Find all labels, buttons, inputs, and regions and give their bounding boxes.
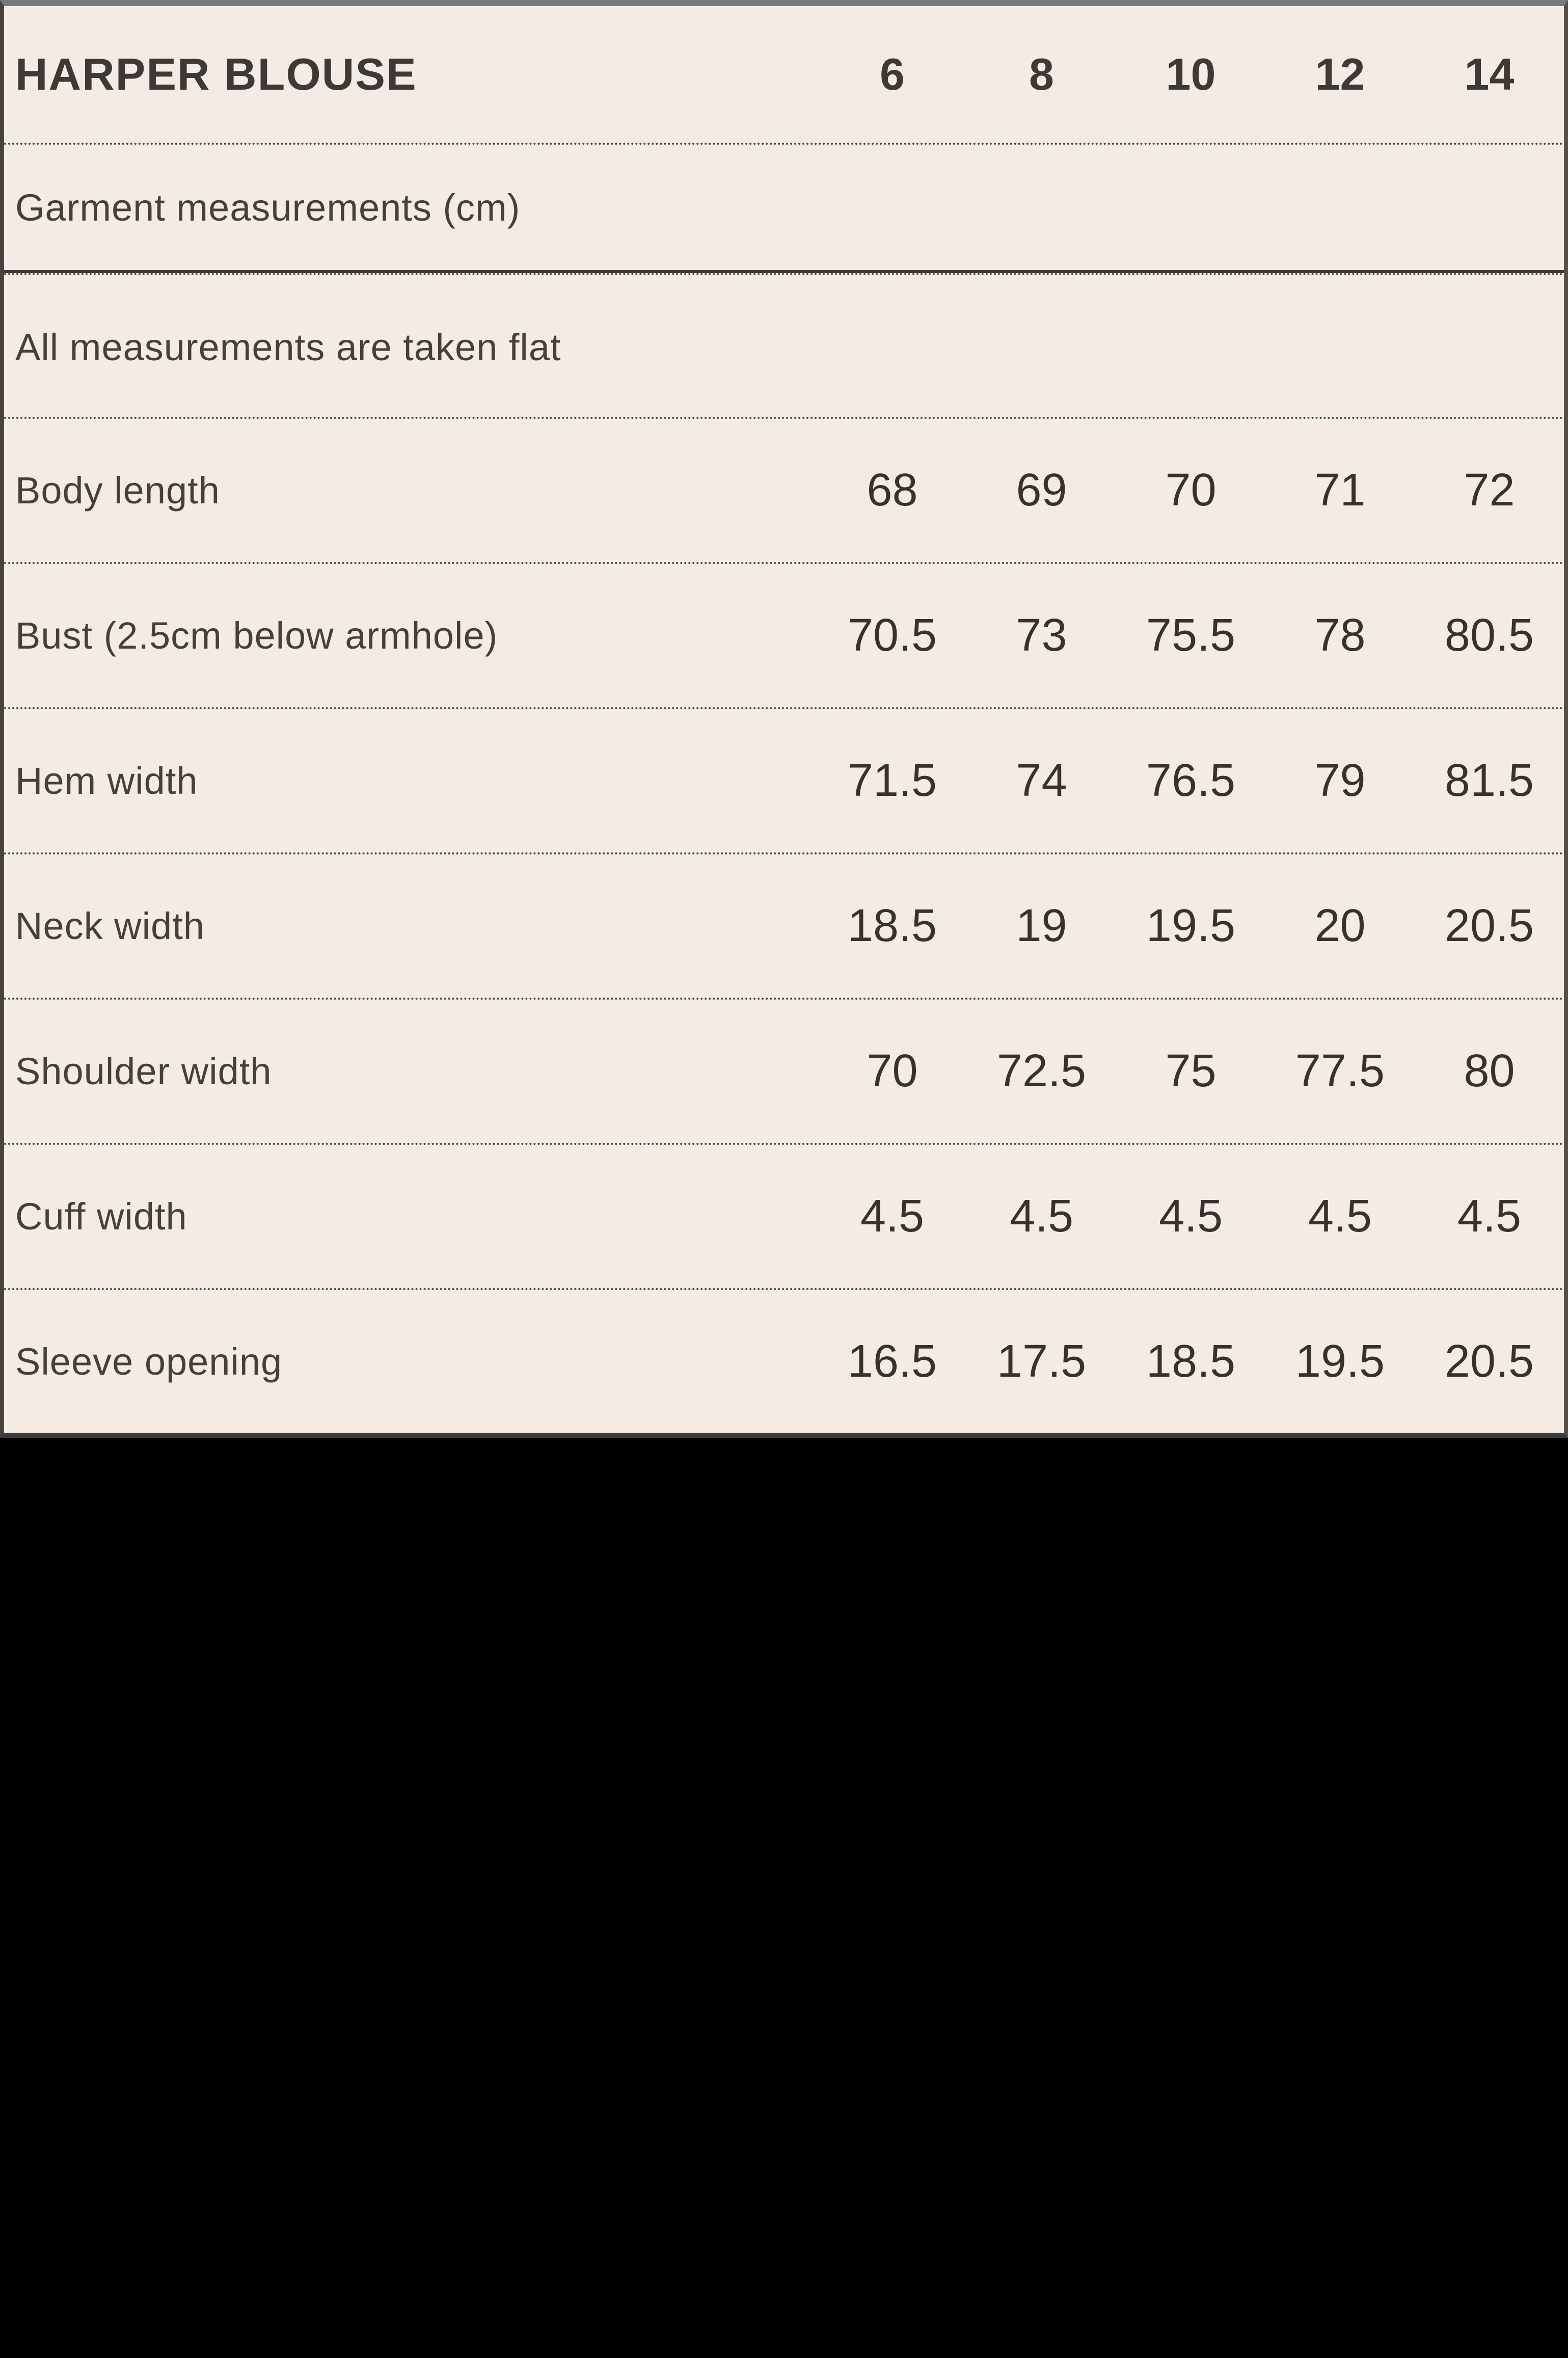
measurement-value: 80 [1464,1046,1515,1096]
measurement-label: Sleeve opening [15,1340,283,1383]
section-divider [4,273,1564,277]
measurement-value: 73 [1016,610,1067,661]
size-column-header: 12 [1315,49,1365,99]
measurement-value: 17.5 [996,1335,1087,1387]
measurement-value: 18.5 [847,900,937,951]
measurement-value: 69 [1016,465,1067,516]
table-row: Shoulder width 70 72.5 75 77.5 80 [4,1000,1564,1145]
measurement-value: 20 [1314,900,1366,951]
measurement-value: 4.5 [1308,1191,1372,1242]
measurement-value: 19.5 [1146,900,1236,951]
measurement-value: 20.5 [1444,1335,1534,1387]
measurement-label: Cuff width [15,1195,187,1238]
measurement-value: 75 [1165,1046,1216,1096]
size-column-header: 8 [1029,49,1054,99]
measurement-value: 19 [1016,900,1067,951]
measurement-label: Bust (2.5cm below armhole) [15,614,498,657]
measurement-label: Hem width [15,760,198,802]
table-row: Neck width 18.5 19 19.5 20 20.5 [4,854,1564,1000]
measurement-value: 4.5 [1009,1191,1074,1242]
note-text: Garment measurements (cm) [15,186,521,229]
table-row: Bust (2.5cm below armhole) 70.5 73 75.5 … [4,564,1564,709]
note-row-garment-measurements: Garment measurements (cm) [4,145,1564,273]
measurement-value: 19.5 [1295,1335,1385,1387]
measurement-value: 78 [1314,610,1366,661]
measurement-value: 75.5 [1146,610,1236,661]
size-column-header: 6 [880,49,905,99]
note-text: All measurements are taken flat [15,326,561,368]
measurement-value: 72.5 [996,1046,1087,1096]
measurement-value: 70 [867,1046,918,1096]
size-chart-table: HARPER BLOUSE 6 8 10 12 14 Garment measu… [0,0,1568,1438]
measurement-value: 4.5 [860,1191,925,1242]
measurement-value: 81.5 [1444,755,1534,806]
measurement-value: 4.5 [1158,1191,1223,1242]
measurement-value: 20.5 [1444,900,1534,951]
measurement-value: 74 [1016,755,1067,806]
table-row: Hem width 71.5 74 76.5 79 81.5 [4,709,1564,854]
table-header-row: HARPER BLOUSE 6 8 10 12 14 [4,6,1564,145]
measurement-value: 70.5 [847,610,937,661]
measurement-label: Shoulder width [15,1050,272,1092]
table-row: Sleeve opening 16.5 17.5 18.5 19.5 20.5 [4,1290,1564,1433]
measurement-value: 16.5 [847,1335,937,1387]
note-row-taken-flat: All measurements are taken flat [4,277,1564,419]
product-title: HARPER BLOUSE [15,49,417,99]
table-row: Body length 68 69 70 71 72 [4,419,1564,564]
measurement-value: 4.5 [1457,1191,1522,1242]
size-column-header: 14 [1464,49,1515,99]
measurement-value: 79 [1314,755,1366,806]
size-column-header: 10 [1166,49,1216,99]
measurement-value: 77.5 [1295,1046,1385,1096]
measurement-value: 68 [867,465,918,516]
measurement-value: 71.5 [847,755,937,806]
measurement-value: 80.5 [1444,610,1534,661]
measurement-value: 72 [1464,465,1515,516]
measurement-value: 18.5 [1146,1335,1236,1387]
measurement-value: 76.5 [1146,755,1236,806]
measurement-label: Neck width [15,905,205,947]
measurement-value: 70 [1165,465,1216,516]
table-row: Cuff width 4.5 4.5 4.5 4.5 4.5 [4,1145,1564,1290]
measurement-label: Body length [15,469,220,512]
measurement-value: 71 [1314,465,1366,516]
